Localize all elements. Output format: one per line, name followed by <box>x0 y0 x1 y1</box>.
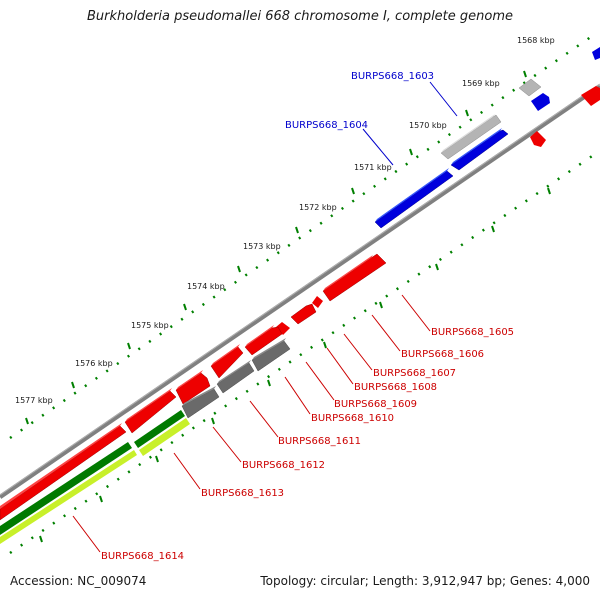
gene-label-1612[interactable]: BURPS668_1612 <box>242 460 325 471</box>
gene-arrow-1610 <box>210 346 244 379</box>
gene-label-1610[interactable]: BURPS668_1610 <box>311 413 394 424</box>
map-title: Burkholderia pseudomallei 668 chromosome… <box>86 9 514 24</box>
gene-label-1607[interactable]: BURPS668_1607 <box>373 368 456 379</box>
green-feature-1614-dark <box>0 442 132 535</box>
gene-label-1605[interactable]: BURPS668_1605 <box>431 327 514 338</box>
inner-tick-ring <box>9 150 599 555</box>
reverse-strand <box>0 86 600 521</box>
label-leaders <box>72 81 458 553</box>
outer-tick-ring <box>9 30 599 440</box>
gene-arrow-1611 <box>175 372 211 405</box>
tick-label-1574: 1574 kbp <box>187 282 225 291</box>
gene-label-1611[interactable]: BURPS668_1611 <box>278 436 361 447</box>
gene-label-1604[interactable]: BURPS668_1604 <box>285 120 368 131</box>
gene-arrow-1607 <box>290 303 317 325</box>
tick-label-1571: 1571 kbp <box>354 163 392 172</box>
forward-strand <box>374 47 600 229</box>
gene-arrow-small-red <box>530 131 546 147</box>
gene-arrow-edge-red <box>581 86 600 106</box>
tick-label-1573: 1573 kbp <box>243 242 281 251</box>
tick-label-1569: 1569 kbp <box>462 79 500 88</box>
green-feature-1613-dark <box>134 410 185 448</box>
green-feature-1614-light <box>0 450 137 544</box>
gene-arrow-edge-blue <box>592 47 600 60</box>
gray-feature-1603 <box>440 114 502 160</box>
accession-label: Accession: NC_009074 <box>10 574 147 588</box>
gene-label-1608[interactable]: BURPS668_1608 <box>354 382 437 393</box>
gene-arrow-1604 <box>374 170 454 229</box>
rna-features <box>0 410 190 544</box>
gene-label-1614[interactable]: BURPS668_1614 <box>101 551 184 562</box>
reverse-gray-features <box>181 338 291 419</box>
major-tick-marks <box>25 70 551 543</box>
gene-label-1613[interactable]: BURPS668_1613 <box>201 488 284 499</box>
gene-arrow-1605 <box>322 253 387 302</box>
green-feature-1613-light <box>139 418 190 456</box>
gene-label-1609[interactable]: BURPS668_1609 <box>334 399 417 410</box>
tick-label-1572: 1572 kbp <box>299 203 337 212</box>
topology-label: Topology: circular; Length: 3,912,947 bp… <box>260 574 590 588</box>
tick-label-1576: 1576 kbp <box>75 359 113 368</box>
gene-arrow-1613 <box>124 390 177 434</box>
gene-label-1603[interactable]: BURPS668_1603 <box>351 71 434 82</box>
gene-arrow-1606 <box>312 296 323 308</box>
tick-label-1577: 1577 kbp <box>15 396 53 405</box>
gene-arrow-small-blue <box>531 93 550 111</box>
gene-arrow-1608 <box>276 322 290 335</box>
backbone <box>0 83 600 499</box>
tick-label-1575: 1575 kbp <box>131 321 169 330</box>
gray-feature-1610 <box>251 340 291 372</box>
tick-label-1568: 1568 kbp <box>517 36 555 45</box>
gene-label-1606[interactable]: BURPS668_1606 <box>401 349 484 360</box>
gray-feature-small <box>518 78 542 97</box>
gene-arrow-1603 <box>450 129 509 171</box>
tick-label-1570: 1570 kbp <box>409 121 447 130</box>
